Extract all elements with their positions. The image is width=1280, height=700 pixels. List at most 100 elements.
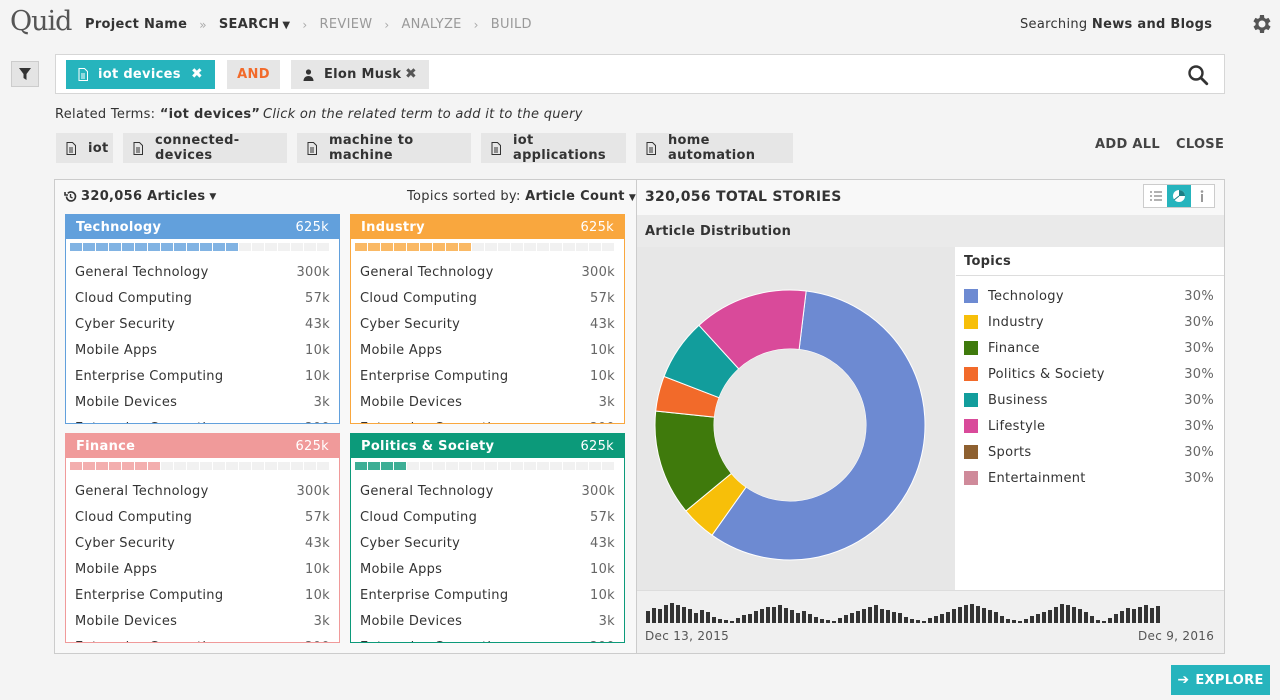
subtopic-item[interactable]: Mobile Devices 3k: [75, 613, 330, 629]
progress-segment: [148, 243, 160, 251]
subtopic-item[interactable]: Enterprise Computing800: [75, 415, 330, 424]
subtopic-item[interactable]: Enterprise Computing800: [360, 634, 615, 643]
close-button[interactable]: CLOSE: [1176, 137, 1225, 152]
topic-total: 625k: [295, 438, 329, 454]
chevron-down-icon: ▼: [282, 20, 291, 31]
legend-swatch: [964, 289, 978, 303]
article-count-dropdown[interactable]: 320,056 Articles ▼: [64, 189, 217, 204]
remove-chip-icon[interactable]: ✖: [190, 66, 203, 82]
step-analyze[interactable]: ANALYZE: [401, 17, 462, 32]
query-input[interactable]: iot devices ✖ AND Elon Musk ✖: [55, 54, 1225, 94]
timeline-bar: [1006, 619, 1010, 623]
timeline-bar: [742, 615, 746, 623]
query-chip-iot-devices[interactable]: iot devices ✖: [66, 60, 215, 89]
legend-item[interactable]: Business 30%: [964, 390, 1214, 410]
timeline-bar: [1078, 609, 1082, 623]
related-term-connected-devices[interactable]: connected-devices: [123, 133, 287, 163]
step-build[interactable]: BUILD: [490, 17, 532, 32]
subtopic-item[interactable]: General Technology 300k: [360, 483, 615, 499]
info-icon[interactable]: [1191, 185, 1214, 207]
subtopic-item[interactable]: General Technology 300k: [360, 264, 615, 280]
topic-card-header[interactable]: Industry 625k: [351, 215, 624, 239]
pie-view-icon[interactable]: [1167, 185, 1191, 207]
legend-item[interactable]: Finance 30%: [964, 338, 1214, 358]
related-term-iot[interactable]: iot: [56, 133, 113, 163]
stories-panel: [636, 180, 1224, 653]
filter-button[interactable]: [11, 61, 39, 87]
related-term-iot-applications[interactable]: iot applications: [481, 133, 626, 163]
timeline-bar: [1000, 616, 1004, 623]
subtopic-item[interactable]: Mobile Apps 10k: [360, 342, 615, 358]
search-icon[interactable]: [1187, 64, 1209, 86]
topic-card-header[interactable]: Politics & Society 625k: [351, 434, 624, 458]
step-review[interactable]: REVIEW: [319, 17, 373, 32]
related-term-home-automation[interactable]: home automation: [636, 133, 793, 163]
explore-button[interactable]: ➔ EXPLORE: [1171, 665, 1270, 695]
legend-item[interactable]: Entertainment 30%: [964, 468, 1214, 488]
donut-slice-technology[interactable]: [711, 290, 926, 561]
topic-name: Industry: [361, 219, 425, 235]
timeline-bar: [874, 605, 878, 623]
list-view-icon[interactable]: [1144, 185, 1167, 207]
subtopic-item[interactable]: Cloud Computing 57k: [360, 290, 615, 306]
progress-segment: [161, 243, 173, 251]
progress-segment: [109, 462, 121, 470]
subtopic-item[interactable]: Mobile Apps 10k: [360, 561, 615, 577]
subtopic-item[interactable]: General Technology 300k: [75, 264, 330, 280]
project-name[interactable]: Project Name: [85, 17, 188, 32]
gear-icon[interactable]: [1249, 12, 1273, 36]
subtopic-item[interactable]: Enterprise Computing 10k: [75, 368, 330, 384]
document-icon: [133, 141, 143, 155]
subtopic-item[interactable]: Mobile Devices 3k: [360, 394, 615, 410]
progress-segment: [420, 462, 432, 470]
progress-segment: [472, 243, 484, 251]
quid-logo[interactable]: Quid: [10, 6, 72, 37]
topic-card[interactable]: Industry 625k General Technology 300k Cloud …: [350, 214, 625, 424]
progress-segment: [433, 462, 445, 470]
subtopic-item[interactable]: Cloud Computing 57k: [75, 509, 330, 525]
topic-card-header[interactable]: Finance 625k: [66, 434, 339, 458]
subtopic-item[interactable]: Enterprise Computing800: [75, 634, 330, 643]
subtopic-item[interactable]: Cloud Computing 57k: [360, 509, 615, 525]
operator-and[interactable]: AND: [227, 60, 280, 89]
topic-card-header[interactable]: Technology 625k: [66, 215, 339, 239]
total-stories: 320,056 TOTAL STORIES: [645, 189, 842, 205]
subtopic-item[interactable]: Enterprise Computing 10k: [360, 368, 615, 384]
sort-dropdown[interactable]: Topics sorted by: Article Count ▼: [407, 189, 637, 204]
subtopic-item[interactable]: Cyber Security 43k: [75, 535, 330, 551]
subtopic-item[interactable]: Cloud Computing 57k: [75, 290, 330, 306]
subtopic-item[interactable]: Enterprise Computing800: [360, 415, 615, 424]
topic-card[interactable]: Finance 625k General Technology 300k Cloud C…: [65, 433, 340, 643]
subtopic-item[interactable]: Cyber Security 43k: [360, 316, 615, 332]
remove-chip-icon[interactable]: ✖: [404, 66, 417, 82]
legend-item[interactable]: Technology 30%: [964, 286, 1214, 306]
topic-card[interactable]: Technology 625k General Technology 300k Clou…: [65, 214, 340, 424]
subtopic-item[interactable]: Mobile Devices 3k: [360, 613, 615, 629]
subtopic-item[interactable]: Cyber Security 43k: [360, 535, 615, 551]
subtopic-item[interactable]: Enterprise Computing 10k: [75, 587, 330, 603]
timeline[interactable]: [637, 590, 1224, 653]
subtopic-item[interactable]: Cyber Security 43k: [75, 316, 330, 332]
search-source[interactable]: Searching News and Blogs: [1020, 17, 1213, 32]
legend-swatch: [964, 367, 978, 381]
subtopic-item[interactable]: Enterprise Computing 10k: [360, 587, 615, 603]
progress-segment: [602, 462, 614, 470]
subtopic-item[interactable]: Mobile Devices 3k: [75, 394, 330, 410]
add-all-button[interactable]: ADD ALL: [1095, 137, 1160, 152]
timeline-bar: [1030, 616, 1034, 623]
topic-progress: [66, 458, 339, 472]
legend-item[interactable]: Politics & Society 30%: [964, 364, 1214, 384]
legend-item[interactable]: Industry 30%: [964, 312, 1214, 332]
subtopic-item[interactable]: Mobile Apps 10k: [75, 342, 330, 358]
subtopic-item[interactable]: Mobile Apps 10k: [75, 561, 330, 577]
legend-item[interactable]: Lifestyle 30%: [964, 416, 1214, 436]
view-toggle: [1143, 184, 1215, 208]
step-search[interactable]: SEARCH ▼: [218, 17, 291, 32]
legend-panel: [955, 247, 1224, 590]
subtopic-item[interactable]: General Technology 300k: [75, 483, 330, 499]
related-term-machine-to-machine[interactable]: machine to machine: [297, 133, 471, 163]
progress-segment: [122, 243, 134, 251]
topic-card[interactable]: Politics & Society 625k General Technology…: [350, 433, 625, 643]
legend-item[interactable]: Sports 30%: [964, 442, 1214, 462]
query-chip-elon-musk[interactable]: Elon Musk ✖: [291, 60, 429, 89]
